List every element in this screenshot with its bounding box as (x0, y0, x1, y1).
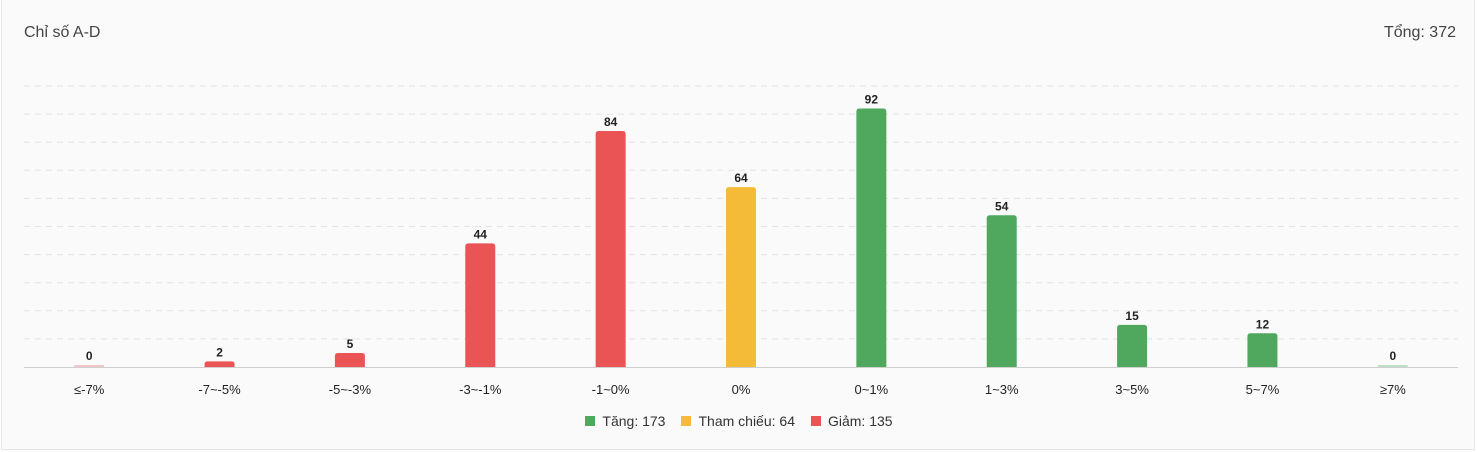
x-tick-label: -1~0% (592, 382, 630, 397)
x-tick-label: -7~-5% (198, 382, 241, 397)
ad-distribution-chart: 0 ≤-7% 2 -7~-5% 5 -5~-3% 44 -3~-1% 84 -1~0% 64 0% 92… (24, 85, 1458, 397)
bar-value-label: 2 (216, 345, 223, 359)
bar-1 (74, 365, 105, 367)
legend-item[interactable]: Giảm: 135 (810, 413, 893, 429)
bar-value-label: 92 (865, 92, 879, 106)
bar-value-label: 12 (1256, 317, 1270, 331)
legend-swatch (585, 416, 596, 426)
bar-value-label: 15 (1125, 309, 1139, 323)
chart-legend: Tăng: 173 Tham chiếu: 64 Giảm: 135 (2, 413, 1476, 429)
legend-item[interactable]: Tăng: 173 (585, 413, 665, 429)
bar-2 (204, 361, 235, 367)
bar-5 (595, 130, 626, 367)
x-tick-label: ≥7% (1380, 382, 1406, 397)
bar-11 (1377, 365, 1408, 367)
bar-value-label: 5 (347, 337, 354, 351)
bar-value-label: 0 (86, 349, 93, 363)
x-tick-label: -5~-3% (329, 382, 372, 397)
bar-7 (856, 108, 887, 367)
x-tick-label: 5~7% (1246, 382, 1280, 397)
legend-label: Giảm: 135 (827, 413, 893, 429)
legend-label: Tăng: 173 (602, 413, 666, 429)
legend-item[interactable]: Tham chiếu: 64 (681, 413, 795, 429)
x-tick-label: ≤-7% (74, 382, 105, 397)
bar-value-label: 0 (1389, 349, 1396, 363)
bar-3 (334, 352, 365, 367)
x-tick-label: 0~1% (855, 382, 889, 397)
bar-value-label: 64 (734, 171, 748, 185)
x-tick-label: 0% (732, 382, 751, 397)
x-tick-label: 1~3% (985, 382, 1019, 397)
bar-8 (986, 215, 1017, 367)
bar-6 (726, 187, 756, 367)
chart-title: Chỉ số A-D (24, 24, 101, 41)
legend-swatch (810, 416, 821, 426)
total-count: Tổng: 372 (1383, 24, 1456, 41)
x-tick-label: -3~-1% (459, 382, 502, 397)
legend-swatch (681, 416, 692, 426)
bar-9 (1117, 324, 1148, 367)
bar-value-label: 44 (474, 227, 488, 241)
bar-4 (465, 243, 496, 367)
bar-10 (1247, 333, 1278, 367)
bar-value-label: 84 (604, 115, 618, 129)
x-tick-label: 3~5% (1115, 382, 1149, 397)
legend-label: Tham chiếu: 64 (698, 413, 795, 429)
bar-value-label: 54 (995, 199, 1009, 213)
